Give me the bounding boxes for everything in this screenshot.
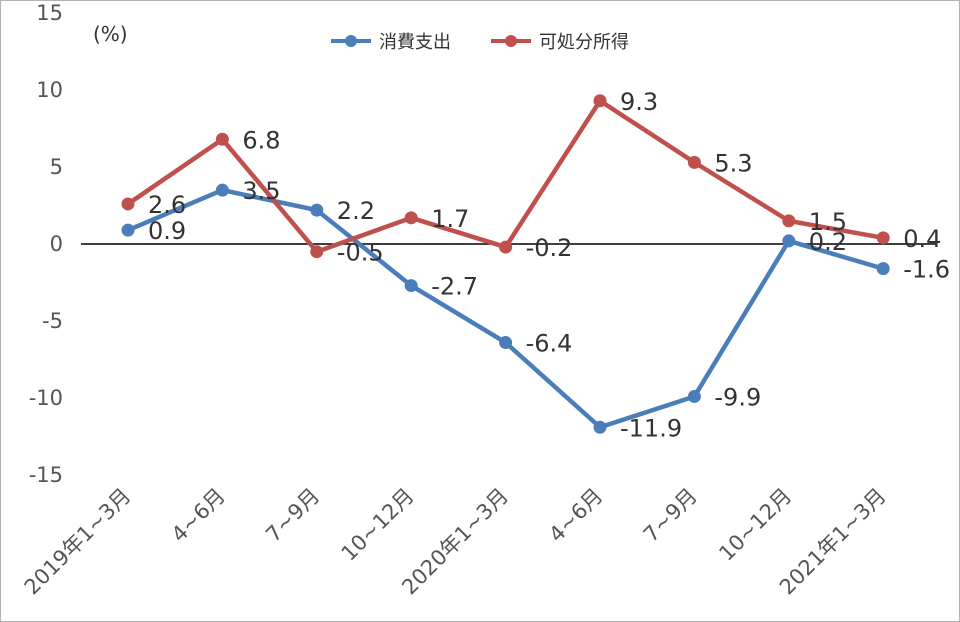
data-point bbox=[310, 245, 324, 259]
series-line-0 bbox=[125, 187, 886, 430]
data-point bbox=[310, 203, 324, 217]
series-layer bbox=[121, 94, 890, 434]
y-tick-label: -5 bbox=[42, 309, 63, 333]
y-axis: 15 10 5 0 -5 -10 -15 bbox=[29, 1, 63, 487]
data-label: -11.9 bbox=[620, 414, 682, 442]
data-label: 2.6 bbox=[148, 191, 186, 219]
data-point bbox=[687, 155, 701, 169]
data-point bbox=[404, 211, 418, 225]
data-label: 6.8 bbox=[242, 126, 280, 154]
data-point bbox=[876, 231, 890, 245]
data-label: -6.4 bbox=[526, 330, 573, 358]
legend-label: 消費支出 bbox=[379, 32, 451, 53]
data-point bbox=[215, 183, 229, 197]
data-label: -1.6 bbox=[903, 256, 950, 284]
y-tick-label: 5 bbox=[50, 155, 63, 179]
data-point bbox=[404, 279, 418, 293]
y-tick-label: -10 bbox=[29, 386, 63, 410]
x-tick-label: 7~9月 bbox=[639, 484, 702, 547]
data-point bbox=[782, 214, 796, 228]
y-tick-label: 15 bbox=[36, 1, 63, 25]
data-point bbox=[499, 240, 513, 254]
data-point bbox=[593, 420, 607, 434]
data-point bbox=[215, 132, 229, 146]
data-label: 9.3 bbox=[620, 88, 658, 116]
data-label: -9.9 bbox=[714, 383, 761, 411]
x-tick-label: 10~12月 bbox=[714, 484, 796, 566]
data-point bbox=[782, 234, 796, 248]
data-label: 2.2 bbox=[337, 197, 375, 225]
legend-swatch-marker bbox=[505, 35, 517, 47]
legend-swatch-marker bbox=[345, 35, 357, 47]
data-label-layer: 0.9 3.5 2.2 -2.7 -6.4 -11.9 -9.9 0.2 -1.6 2.6 6.8 -… bbox=[148, 88, 950, 442]
data-label: 0.4 bbox=[903, 225, 941, 253]
series-line-1 bbox=[125, 98, 886, 254]
x-tick-label: 2019年1~3月 bbox=[20, 484, 136, 600]
data-point bbox=[593, 94, 607, 108]
y-tick-label: -15 bbox=[29, 463, 63, 487]
data-label: 5.3 bbox=[714, 149, 752, 177]
data-point bbox=[121, 197, 135, 211]
data-label: 0.9 bbox=[148, 217, 186, 245]
data-point bbox=[687, 389, 701, 403]
x-tick-label: 7~9月 bbox=[261, 484, 324, 547]
legend-label: 可処分所得 bbox=[539, 32, 629, 53]
y-tick-label: 0 bbox=[50, 232, 63, 256]
x-tick-label: 10~12月 bbox=[337, 484, 419, 566]
x-tick-label: 4~6月 bbox=[544, 484, 607, 547]
x-tick-label: 4~6月 bbox=[167, 484, 230, 547]
data-label: -0.5 bbox=[337, 239, 384, 267]
data-label: 3.5 bbox=[242, 177, 280, 205]
data-label: 1.5 bbox=[809, 208, 847, 236]
y-tick-label: 10 bbox=[36, 78, 63, 102]
legend: 消費支出 可処分所得 bbox=[331, 32, 629, 53]
data-label: 0.2 bbox=[809, 228, 847, 256]
data-point bbox=[499, 336, 513, 350]
data-label: 1.7 bbox=[431, 205, 469, 233]
data-point bbox=[876, 262, 890, 276]
data-label: -2.7 bbox=[431, 273, 478, 301]
unit-label: (%) bbox=[93, 22, 128, 46]
data-point bbox=[121, 223, 135, 237]
data-label: -0.2 bbox=[526, 234, 573, 262]
